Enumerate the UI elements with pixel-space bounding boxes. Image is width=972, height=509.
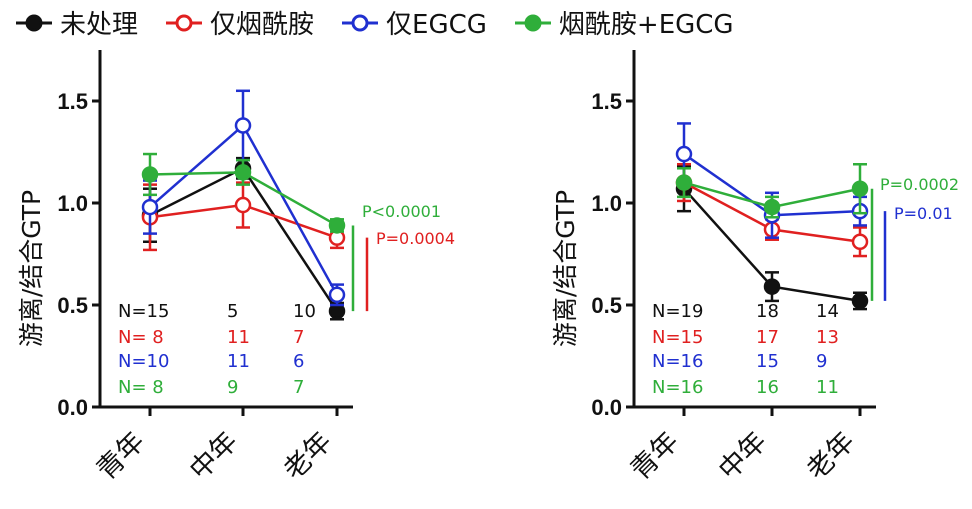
n-count-untreated: 14 (816, 301, 839, 322)
data-point-combo (328, 217, 346, 234)
n-count-combo: N= 8 (118, 377, 164, 398)
x-tick-label-1: 青年 (91, 426, 151, 486)
x-tick-label-2: 中年 (713, 426, 773, 486)
n-count-nam: 7 (293, 327, 304, 348)
p-value-label-egcg: P=0.01 (894, 204, 953, 223)
data-point-combo (141, 166, 159, 183)
data-point-untreated (851, 292, 869, 310)
data-point-egcg (141, 198, 159, 216)
p-value-label-combo: P<0.0001 (362, 202, 441, 221)
data-point-nam (851, 233, 869, 251)
n-count-egcg: 6 (293, 351, 304, 372)
data-point-egcg (234, 117, 252, 134)
chart-panel-2: 0.0 0.5 1.0 1.5 游离/结合GTP 青年 中年 老年 N=19 18 14 N=15 17… (551, 50, 959, 486)
data-point-untreated (763, 278, 781, 295)
y-tick-label: 1.5 (591, 89, 622, 114)
n-count-untreated: 10 (293, 301, 316, 322)
legend-item-nam: 仅烟酰胺 (164, 4, 314, 41)
legend-marker-combo (514, 14, 551, 31)
legend-item-untreated: 未处理 (14, 4, 138, 41)
n-count-combo: 7 (293, 377, 304, 398)
n-count-egcg: N=16 (652, 351, 703, 372)
legend-label-egcg: 仅EGCG (386, 10, 487, 40)
n-count-egcg: 9 (816, 351, 827, 372)
y-tick-label: 1.0 (591, 191, 622, 216)
n-count-combo: N=16 (652, 377, 703, 398)
n-count-untreated: N=15 (118, 301, 169, 322)
p-value-label-nam: P=0.0004 (376, 229, 455, 248)
n-count-combo: 9 (227, 377, 238, 398)
x-tick-label-3: 老年 (801, 426, 861, 486)
n-count-untreated: N=19 (652, 301, 703, 322)
data-point-egcg (328, 286, 346, 304)
legend: 未处理 仅烟酰胺 仅EGCG 烟酰胺+EGCG (14, 4, 760, 41)
y-axis-label: 游离/结合GTP (551, 190, 580, 347)
legend-label-nam: 仅烟酰胺 (210, 10, 315, 40)
n-count-nam: N= 8 (118, 327, 164, 348)
n-count-egcg: N=10 (118, 351, 169, 372)
n-count-untreated: 18 (756, 301, 779, 322)
legend-item-combo: 烟酰胺+EGCG (513, 4, 734, 41)
y-axis-label: 游离/结合GTP (17, 190, 46, 347)
legend-marker-nam (166, 14, 203, 31)
data-point-nam (234, 196, 252, 214)
x-tick-label-2: 中年 (184, 426, 244, 486)
data-point-combo (675, 174, 693, 191)
n-count-nam: 13 (816, 327, 839, 348)
n-count-egcg: 11 (227, 351, 250, 372)
legend-marker-untreated (16, 14, 52, 31)
data-point-combo (851, 180, 869, 197)
n-count-egcg: 15 (756, 351, 779, 372)
n-count-untreated: 5 (227, 301, 238, 322)
y-tick-label: 1.0 (57, 191, 88, 216)
data-point-combo (234, 164, 252, 181)
data-point-egcg (675, 145, 693, 163)
y-tick-label: 0.0 (57, 395, 88, 420)
p-value-label-combo: P=0.0002 (880, 175, 959, 194)
x-tick-label-1: 青年 (625, 426, 685, 486)
data-point-combo (763, 198, 781, 216)
legend-label-untreated: 未处理 (60, 10, 139, 40)
n-count-nam: N=15 (652, 327, 703, 348)
y-tick-label: 0.5 (591, 293, 622, 318)
n-count-combo: 11 (816, 377, 839, 398)
chart-panel-1: 0.0 0.5 1.0 1.5 游离/结合GTP 青年 中年 老年 N=15 5 10 N= 8 11 7… (17, 50, 455, 486)
y-tick-label: 1.5 (57, 89, 88, 114)
legend-item-egcg: 仅EGCG (340, 4, 487, 41)
x-tick-label-3: 老年 (278, 426, 338, 486)
legend-label-combo: 烟酰胺+EGCG (558, 10, 734, 40)
n-count-nam: 17 (756, 327, 779, 348)
n-count-combo: 16 (756, 377, 779, 398)
y-tick-label: 0.0 (591, 395, 622, 420)
legend-marker-egcg (342, 14, 379, 31)
y-tick-label: 0.5 (57, 293, 88, 318)
n-count-nam: 11 (227, 327, 250, 348)
